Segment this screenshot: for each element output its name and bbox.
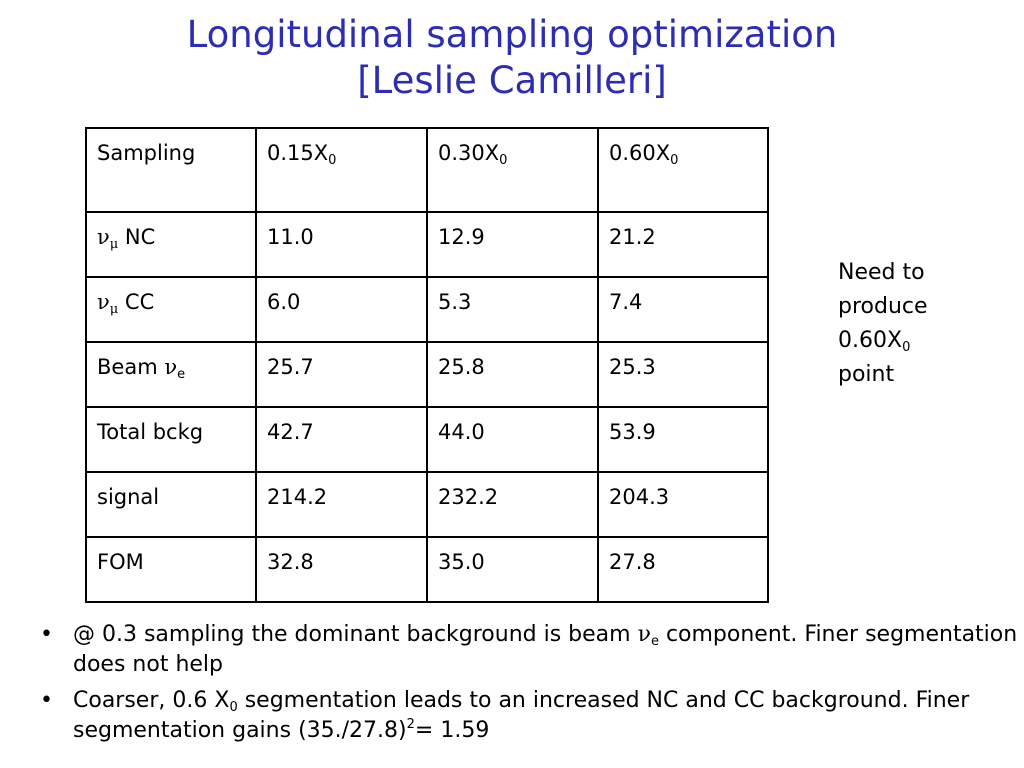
- row-label-cell: signal: [85, 471, 257, 538]
- title-line-2: [Leslie Camilleri]: [357, 59, 667, 102]
- table-cell: 25.8: [426, 341, 599, 408]
- bullet-text: = 1.59: [414, 718, 490, 743]
- table-row: νμ CC 6.0 5.3 7.4: [85, 276, 769, 343]
- greek-subscript: e: [177, 367, 186, 382]
- header-cell: 0.60X0: [597, 127, 769, 213]
- note-line: produce: [838, 294, 928, 319]
- bullet-superscript: 2: [406, 717, 415, 732]
- table-cell: 27.8: [597, 536, 769, 603]
- table-cell: 232.2: [426, 471, 599, 538]
- table-cell: 25.7: [255, 341, 428, 408]
- page-title: Longitudinal sampling optimization [Lesl…: [0, 12, 1024, 104]
- row-label-cell: νμ NC: [85, 211, 257, 278]
- table-cell: 35.0: [426, 536, 599, 603]
- row-label-cell: νμ CC: [85, 276, 257, 343]
- table-cell: 11.0: [255, 211, 428, 278]
- table-cell: 42.7: [255, 406, 428, 473]
- row-label-cell: Beam νe: [85, 341, 257, 408]
- header-col-subscript: 0: [670, 153, 679, 168]
- table-cell: 214.2: [255, 471, 428, 538]
- greek-symbol: ν: [97, 225, 110, 249]
- table-cell: 5.3: [426, 276, 599, 343]
- table-row: Beam νe 25.7 25.8 25.3: [85, 341, 769, 408]
- row-label-cell: FOM: [85, 536, 257, 603]
- header-col-label: 0.60X: [609, 141, 671, 165]
- bullet-text: segmentation leads to an increased NC an…: [73, 688, 970, 743]
- table-cell: 204.3: [597, 471, 769, 538]
- bullet-text: Coarser, 0.6 X: [73, 688, 230, 713]
- table-row: νμ NC 11.0 12.9 21.2: [85, 211, 769, 278]
- table-row: signal 214.2 232.2 204.3: [85, 471, 769, 538]
- table-cell: 7.4: [597, 276, 769, 343]
- header-cell: 0.30X0: [426, 127, 599, 213]
- greek-symbol: ν: [97, 290, 110, 314]
- table-cell: 12.9: [426, 211, 599, 278]
- note-line: 0.60X0: [838, 324, 988, 358]
- title-line-1: Longitudinal sampling optimization: [186, 13, 838, 56]
- table-cell: 25.3: [597, 341, 769, 408]
- bullet-dot-icon: •: [40, 688, 53, 713]
- header-col-label: 0.15X: [267, 141, 329, 165]
- greek-symbol: ν: [164, 355, 178, 379]
- table-cell: 6.0: [255, 276, 428, 343]
- greek-subscript: μ: [109, 302, 119, 317]
- header-label: Sampling: [97, 141, 196, 165]
- header-cell: Sampling: [85, 127, 257, 213]
- header-col-subscript: 0: [328, 153, 337, 168]
- bullet-subscript: 0: [229, 700, 238, 715]
- table-cell: 53.9: [597, 406, 769, 473]
- note-line: Need to: [838, 260, 925, 285]
- bullet-text: @ 0.3 sampling the dominant background i…: [73, 622, 638, 647]
- header-col-subscript: 0: [499, 153, 508, 168]
- table-cell: 44.0: [426, 406, 599, 473]
- header-col-label: 0.30X: [438, 141, 500, 165]
- row-label-cell: Total bckg: [85, 406, 257, 473]
- bullet-list: • @ 0.3 sampling the dominant background …: [38, 620, 1018, 752]
- table-cell: 21.2: [597, 211, 769, 278]
- bullet-item: • @ 0.3 sampling the dominant background …: [38, 620, 1018, 680]
- sampling-table: Sampling 0.15X0 0.30X0 0.60X0 νμ NC 11.0…: [85, 127, 769, 603]
- row-label: Beam: [97, 355, 165, 379]
- header-cell: 0.15X0: [255, 127, 428, 213]
- greek-subscript: e: [650, 634, 659, 649]
- note-subscript: 0: [902, 340, 911, 355]
- note-line: point: [838, 362, 895, 387]
- bullet-item: • Coarser, 0.6 X0 segmentation leads to a…: [38, 686, 1018, 746]
- bullet-text: component. Finer segmentation does not h…: [73, 622, 1018, 677]
- row-label: CC: [118, 290, 155, 314]
- greek-symbol: ν: [637, 622, 651, 647]
- table-row: FOM 32.8 35.0 27.8: [85, 536, 769, 603]
- note-value: 0.60X: [838, 328, 903, 353]
- row-label: NC: [118, 225, 156, 249]
- table-cell: 32.8: [255, 536, 428, 603]
- bullet-dot-icon: •: [40, 622, 53, 647]
- table-header-row: Sampling 0.15X0 0.30X0 0.60X0: [85, 127, 769, 213]
- side-note: Need to produce 0.60X0 point: [838, 256, 988, 392]
- greek-subscript: μ: [109, 237, 119, 252]
- table-row: Total bckg 42.7 44.0 53.9: [85, 406, 769, 473]
